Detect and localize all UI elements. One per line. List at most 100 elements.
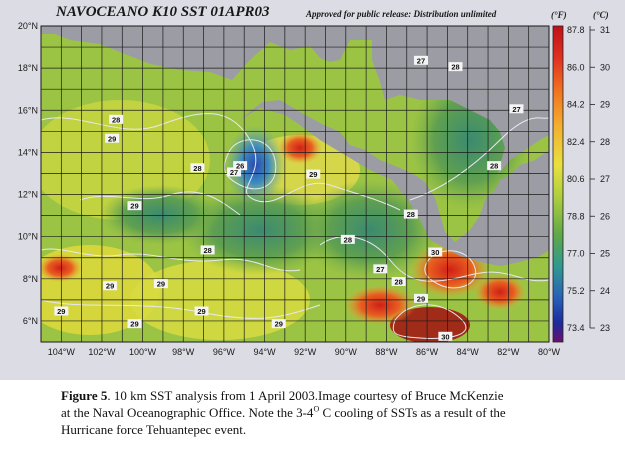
colorbar-c-label: 26 [600,211,610,221]
color-bar [552,25,564,343]
contour-label-bg [373,264,388,274]
colorbar-c-label: 31 [600,25,610,35]
contour-label-bg [127,319,142,329]
contour-label: 29 [157,280,165,289]
contour-label-bg [487,161,502,171]
contour-label-bg [233,161,248,171]
colorbar-labels: 87.8 86.0 84.2 82.4 80.6 78.8 77.0 75.2 73.4 31 30… [567,25,610,333]
contour-label-bg [190,163,205,173]
contour-label-bg [109,114,124,124]
lat-tick-label: 8°N [23,274,38,284]
caption-line-1-text: . 10 km SST analysis from 1 April 2003.I… [107,388,504,403]
contour-label-bg [413,293,428,303]
caption-line-2-pre: at the Naval Oceanographic Office. Note … [61,405,314,420]
contour-label: 28 [344,235,352,244]
lon-tick-label: 96°W [213,347,236,357]
contour-label: 28 [193,164,201,173]
contour-label: 28 [451,63,459,72]
contour-label-bg [391,277,406,287]
lon-tick-label: 100°W [129,347,157,357]
lon-tick-label: 104°W [48,347,76,357]
lat-tick-label: 16°N [18,105,38,115]
contour-label: 29 [197,307,205,316]
contour-label-bg [428,247,443,257]
caption-line-2-post: C cooling of SSTs as a result of the [319,405,506,420]
contour-label-bg [227,167,242,177]
contour-label: 29 [57,307,65,316]
release-note: Approved for public release: Distributio… [306,9,497,19]
contour-label: 29 [130,202,138,211]
lon-tick-label: 102°W [88,347,116,357]
caption-line-2-sup: O [313,404,320,414]
contour-label-bg [438,331,453,341]
celsius-unit-label: (°C) [593,10,609,20]
colorbar-c-label: 24 [600,286,610,296]
contour-label-bg [403,209,418,219]
colorbar-f-label: 78.8 [567,211,585,221]
contour-label: 28 [112,115,120,124]
lon-tick-label: 88°W [375,347,398,357]
contour-label-bg [105,133,120,143]
contour-label-bg [194,306,209,316]
contour-label: 28 [203,246,211,255]
colorbar-c-label: 23 [600,323,610,333]
contour-label-bg [509,104,524,114]
contour-label: 28 [490,162,498,171]
colorbar-c-label: 30 [600,62,610,72]
lat-tick-label: 20°N [18,21,38,31]
contour-label: 27 [512,105,520,114]
sst-map-figure: 20°N 18°N 16°N 14°N 12°N 10°N 8°N 6°N 104°W 102°… [0,0,625,380]
colorbar-f-label: 75.2 [567,286,585,296]
contour-label-bg [413,55,428,65]
lat-label-group: 20°N 18°N 16°N 14°N 12°N 10°N 8°N 6°N [18,21,38,326]
lat-tick-label: 6°N [23,316,38,326]
caption-figure-label: Figure 5 [61,388,108,403]
lon-tick-label: 94°W [253,347,276,357]
contour-label-bg [200,245,215,255]
contour-label: 29 [417,294,425,303]
caption-line-1: Figure 5. 10 km SST analysis from 1 Apri… [61,387,581,404]
lat-tick-label: 14°N [18,147,38,157]
lat-tick-label: 10°N [18,232,38,242]
contour-label: 29 [309,170,317,179]
lon-label-group: 104°W 102°W 100°W 98°W 96°W 94°W 92°W 90°W 88°W 8… [48,347,561,357]
contour-label: 30 [441,332,449,341]
colorbar-f-label: 73.4 [567,323,585,333]
figure-caption: Figure 5. 10 km SST analysis from 1 Apri… [61,387,581,438]
contour-label-bg [153,279,168,289]
contour-label: 26 [236,162,244,171]
contour-label-bg [103,281,118,291]
lat-tick-label: 12°N [18,190,38,200]
contour-label: 27 [230,168,238,177]
colorbar-f-label: 77.0 [567,249,585,259]
colorbar-f-label: 87.8 [567,25,585,35]
contour-label: 30 [431,248,439,257]
contour-label-bg [448,62,463,72]
colorbar-c-label: 27 [600,174,610,184]
sst-map-svg: 20°N 18°N 16°N 14°N 12°N 10°N 8°N 6°N 104°W 102°… [18,21,610,357]
colorbar-c-label: 29 [600,100,610,110]
contour-label: 27 [417,56,425,65]
lon-tick-label: 92°W [294,347,317,357]
colorbar-f-label: 82.4 [567,137,585,147]
lon-tick-label: 90°W [335,347,358,357]
lon-tick-label: 86°W [416,347,439,357]
fahrenheit-unit-label: (°F) [551,10,567,20]
contour-label: 27 [376,265,384,274]
isotherm-contours [41,113,549,339]
lon-tick-label: 82°W [497,347,520,357]
land-mass [41,26,549,266]
colorbar-c-label: 25 [600,249,610,259]
lon-tick-label: 98°W [172,347,195,357]
colorbar-f-label: 80.6 [567,174,585,184]
contour-label-bg [54,306,69,316]
contour-label-bg [306,169,321,179]
contour-label: 29 [275,320,283,329]
contour-label: 29 [106,282,114,291]
colorbar-f-label: 84.2 [567,100,585,110]
map-frame [40,25,550,343]
caption-line-3: Hurricane force Tehuantepec event. [61,422,247,437]
contour-label: 29 [130,320,138,329]
colorbar-c-label: 28 [600,137,610,147]
